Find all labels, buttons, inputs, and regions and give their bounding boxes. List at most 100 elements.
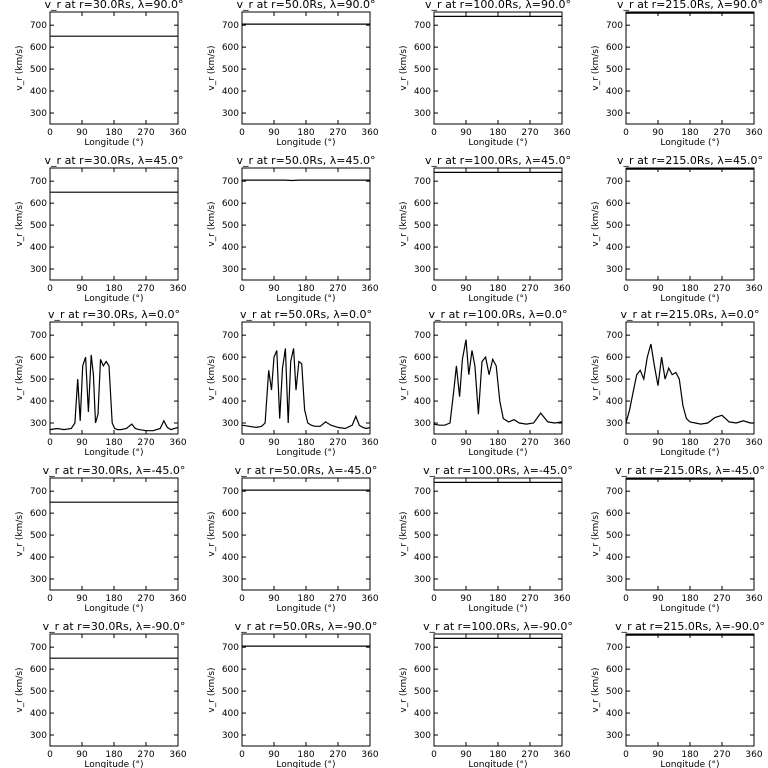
x-tick-label: 360 (169, 594, 186, 604)
x-tick-label: 90 (652, 750, 664, 760)
y-tick-label: 300 (30, 575, 47, 585)
y-tick-label: 500 (222, 531, 239, 541)
y-tick-label: 400 (606, 553, 623, 563)
x-tick-label: 180 (105, 594, 122, 604)
x-tick-label: 180 (681, 594, 698, 604)
y-tick-label: 400 (414, 243, 431, 253)
y-tick-label: 400 (30, 397, 47, 407)
x-tick-label: 90 (76, 750, 88, 760)
x-tick-label: 270 (521, 438, 538, 448)
y-tick-label: 400 (222, 87, 239, 97)
y-tick-label: 500 (30, 221, 47, 231)
panel-title: v_r at r=30.0Rs, λ=-45.0° (43, 464, 186, 477)
y-tick-label: 600 (30, 43, 47, 53)
x-tick-label: 0 (47, 594, 53, 604)
x-tick-label: 180 (105, 438, 122, 448)
y-axis-label: v_r (km/s) (15, 201, 25, 246)
y-tick-label: 400 (30, 553, 47, 563)
x-tick-label: 270 (329, 284, 346, 294)
y-tick-label: 300 (30, 419, 47, 429)
x-axis-label: Longitude (°) (84, 448, 143, 458)
panel-6: v_r at r=50.0Rs, λ=45.0° 0 90 180 270 360 300 4… (207, 154, 379, 304)
plot-frame (433, 11, 563, 125)
x-tick-label: 360 (553, 750, 570, 760)
y-tick-label: 600 (414, 509, 431, 519)
y-axis-label: v_r (km/s) (399, 355, 409, 400)
y-tick-label: 700 (222, 21, 239, 31)
y-tick-label: 700 (222, 177, 239, 187)
x-tick-label: 270 (713, 750, 730, 760)
x-tick-label: 270 (137, 128, 154, 138)
panel-16: v_r at r=215.0Rs, λ=-45.0° 0 90 180 270 360 30… (591, 464, 765, 614)
y-tick-label: 500 (30, 65, 47, 75)
x-tick-label: 270 (137, 594, 154, 604)
x-tick-label: 90 (460, 284, 472, 294)
y-tick-label: 700 (414, 643, 431, 653)
x-tick-label: 270 (521, 284, 538, 294)
x-tick-label: 270 (329, 128, 346, 138)
y-tick-label: 700 (606, 177, 623, 187)
panel-title: v_r at r=215.0Rs, λ=90.0° (617, 0, 763, 11)
x-axis-label: Longitude (°) (660, 760, 719, 768)
y-axis-label: v_r (km/s) (15, 45, 25, 90)
x-tick-label: 180 (489, 438, 506, 448)
x-tick-label: 270 (137, 284, 154, 294)
x-axis-label: Longitude (°) (276, 138, 335, 148)
y-tick-label: 300 (222, 419, 239, 429)
y-tick-label: 400 (30, 87, 47, 97)
plot-frame (625, 11, 755, 125)
x-tick-label: 180 (681, 438, 698, 448)
y-tick-label: 300 (414, 419, 431, 429)
y-tick-label: 600 (414, 199, 431, 209)
x-tick-label: 360 (361, 594, 378, 604)
y-tick-label: 700 (606, 487, 623, 497)
y-tick-label: 300 (222, 265, 239, 275)
plot-frame (241, 633, 371, 747)
x-tick-label: 0 (47, 128, 53, 138)
panel-title: v_r at r=215.0Rs, λ=-45.0° (615, 464, 765, 477)
x-tick-label: 270 (329, 594, 346, 604)
series-line (625, 343, 754, 425)
y-axis-label: v_r (km/s) (15, 355, 25, 400)
y-tick-label: 300 (222, 731, 239, 741)
panel-12: v_r at r=215.0Rs, λ=0.0° 0 90 180 270 360 300 4… (591, 308, 763, 458)
y-axis-label: v_r (km/s) (207, 45, 217, 90)
panel-title: v_r at r=50.0Rs, λ=-45.0° (235, 464, 378, 477)
panel-3: v_r at r=100.0Rs, λ=90.0° 0 90 180 270 360 300… (399, 0, 571, 148)
y-axis-label: v_r (km/s) (207, 667, 217, 712)
plot-frame (625, 167, 755, 281)
y-tick-label: 700 (606, 643, 623, 653)
plot-frame (49, 167, 179, 281)
y-axis-label: v_r (km/s) (399, 45, 409, 90)
x-tick-label: 270 (137, 438, 154, 448)
x-tick-label: 0 (239, 284, 245, 294)
y-tick-label: 700 (414, 487, 431, 497)
y-axis-label: v_r (km/s) (591, 201, 601, 246)
y-tick-label: 700 (30, 643, 47, 653)
y-tick-label: 300 (30, 731, 47, 741)
x-tick-label: 0 (623, 128, 629, 138)
y-tick-label: 600 (30, 509, 47, 519)
y-tick-label: 300 (222, 109, 239, 119)
plot-frame (49, 633, 179, 747)
x-tick-label: 90 (76, 128, 88, 138)
y-tick-label: 700 (30, 177, 47, 187)
y-tick-label: 600 (222, 353, 239, 363)
plot-frame (49, 11, 179, 125)
x-axis-label: Longitude (°) (84, 604, 143, 614)
y-tick-label: 600 (606, 353, 623, 363)
x-axis-label: Longitude (°) (276, 760, 335, 768)
y-tick-label: 600 (414, 353, 431, 363)
panel-title: v_r at r=30.0Rs, λ=-90.0° (43, 620, 186, 633)
x-tick-label: 360 (553, 128, 570, 138)
y-tick-label: 300 (414, 265, 431, 275)
x-tick-label: 360 (169, 128, 186, 138)
y-tick-label: 600 (30, 665, 47, 675)
y-tick-label: 700 (30, 331, 47, 341)
plot-frame (433, 167, 563, 281)
y-tick-label: 400 (222, 709, 239, 719)
x-tick-label: 180 (105, 284, 122, 294)
series-line (241, 348, 371, 430)
y-tick-label: 400 (606, 243, 623, 253)
x-tick-label: 90 (652, 438, 664, 448)
